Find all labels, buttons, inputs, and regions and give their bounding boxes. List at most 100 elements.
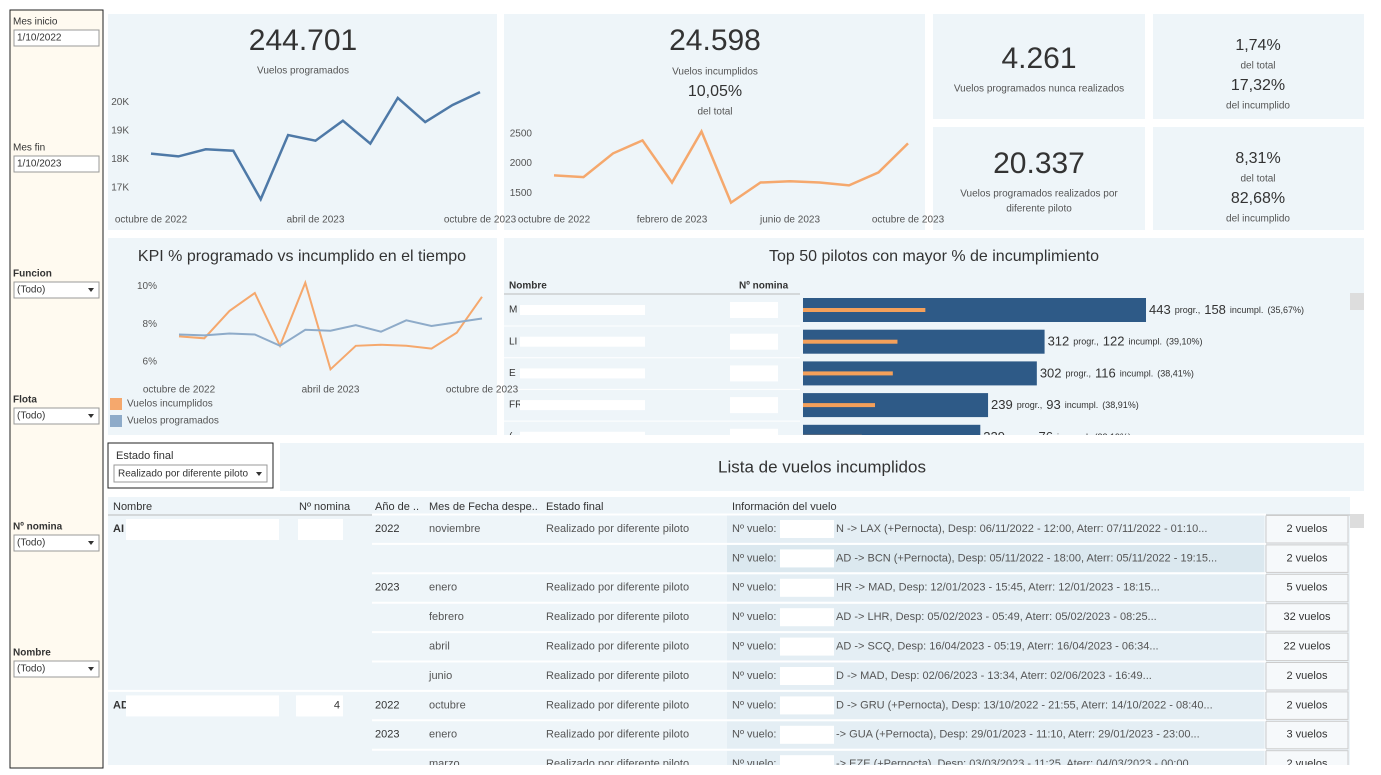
bar xyxy=(803,424,981,435)
x-tick-label: abril de 2023 xyxy=(302,385,360,396)
scrollbar xyxy=(1350,293,1364,310)
value-label-part: incumpl. xyxy=(1065,400,1099,410)
y-tick-label: 1500 xyxy=(510,188,533,199)
estado: Realizado por diferente piloto xyxy=(546,699,689,711)
filter-label: Nº nomina xyxy=(13,522,63,533)
month: abril xyxy=(429,641,450,653)
redaction xyxy=(780,578,834,597)
value-label-part: incumpl. xyxy=(1128,337,1162,347)
pilot-name: FRA xyxy=(509,400,529,411)
value-label: 443 progr., 158 incumpl. (35,67%) xyxy=(1149,302,1304,317)
redaction xyxy=(520,400,645,411)
redaction xyxy=(520,336,645,347)
pilot-name: LI xyxy=(509,336,517,347)
table-title: Lista de vuelos incumplidos xyxy=(718,457,926,476)
date-input[interactable] xyxy=(13,29,100,47)
kpi-pct: 10,05% xyxy=(688,83,742,100)
panel xyxy=(933,14,1145,119)
value-label: 312 progr., 122 incumpl. (39,10%) xyxy=(1048,334,1203,349)
month: noviembre xyxy=(429,523,480,535)
info-prefix: Nº vuelo: xyxy=(732,670,776,682)
count-cell xyxy=(1265,691,1349,720)
value-label-part: progr., xyxy=(1009,432,1035,442)
estado: Realizado por diferente piloto xyxy=(546,611,689,623)
flight-count: 3 vuelos xyxy=(1287,729,1328,741)
year: 2023 xyxy=(375,729,399,741)
value-label-part: 116 xyxy=(1095,366,1116,381)
info-cell xyxy=(727,750,1264,765)
filter-value: (Todo) xyxy=(17,411,45,422)
flight-count: 32 vuelos xyxy=(1283,611,1331,623)
value-label-part: progr., xyxy=(1066,369,1092,379)
x-tick-label: junio de 2023 xyxy=(759,215,820,226)
dropdown[interactable] xyxy=(13,660,100,678)
column-header: Nº nomina xyxy=(739,281,789,292)
kpi-label: Vuelos programados realizados por xyxy=(960,189,1118,200)
value-label-part: 239 xyxy=(991,398,1013,413)
legend-swatch xyxy=(110,398,122,410)
dropdown[interactable] xyxy=(113,464,268,483)
x-tick-label: octubre de 2022 xyxy=(115,215,188,226)
value-label-part: 158 xyxy=(1204,302,1226,317)
redaction xyxy=(780,637,834,656)
redaction xyxy=(780,520,834,538)
line-series xyxy=(178,279,483,372)
redaction xyxy=(780,549,834,568)
column-header: Mes de Fecha despe.. xyxy=(429,501,538,513)
dropdown[interactable] xyxy=(13,281,100,299)
filter-value: (Todo) xyxy=(17,285,45,296)
kpi-pct: 17,32% xyxy=(1231,77,1285,94)
dropdown-arrow xyxy=(88,288,94,292)
dropdown[interactable] xyxy=(13,407,100,425)
y-tick-label: 18K xyxy=(111,154,129,165)
filter-label: Funcion xyxy=(13,269,52,280)
flight-count: 2 vuelos xyxy=(1287,758,1328,770)
date-input[interactable] xyxy=(13,155,100,173)
info-prefix: Nº vuelo: xyxy=(732,611,776,623)
redaction xyxy=(730,365,778,382)
x-tick-label: octubre de 2023 xyxy=(446,385,519,396)
line-series xyxy=(553,128,909,205)
kpi-value: 244.701 xyxy=(249,24,357,57)
y-tick-label: 10% xyxy=(137,281,157,292)
kpi-label: del incumplido xyxy=(1226,101,1290,112)
kpi-label: Vuelos programados nunca realizados xyxy=(954,84,1124,95)
kpi-label: del incumplido xyxy=(1226,214,1290,225)
sidebar xyxy=(9,9,104,769)
dropdown[interactable] xyxy=(13,534,100,552)
value-label-part: (33,19%) xyxy=(1095,432,1132,442)
value-label-part: 312 xyxy=(1048,334,1070,349)
kpi-value: 20.337 xyxy=(993,147,1085,180)
year: 2022 xyxy=(375,523,399,535)
bar xyxy=(803,434,862,435)
flight-info: D -> MAD, Desp: 02/06/2023 - 13:34, Ater… xyxy=(836,670,1152,682)
value-label-part: (39,10%) xyxy=(1166,337,1203,347)
column-header: Información del vuelo xyxy=(732,501,837,513)
count-cell xyxy=(1265,573,1349,603)
redaction xyxy=(296,695,332,717)
filter-label: Mes inicio xyxy=(13,17,58,28)
chart-title: Top 50 pilotos con mayor % de incumplimi… xyxy=(769,248,1099,265)
dropdown-arrow xyxy=(88,667,94,671)
flight-count: 2 vuelos xyxy=(1287,552,1328,564)
redaction xyxy=(126,519,279,540)
x-tick-label: octubre de 2022 xyxy=(143,385,216,396)
kpi-pct: 1,74% xyxy=(1235,37,1280,54)
flight-info: AD -> LHR, Desp: 05/02/2023 - 05:49, Ate… xyxy=(836,611,1157,623)
estado: Realizado por diferente piloto xyxy=(546,758,689,770)
redaction xyxy=(730,397,778,414)
panel xyxy=(1153,14,1364,119)
value-label-part: 302 xyxy=(1040,366,1062,381)
value-label-part: 229 xyxy=(983,429,1005,444)
estado: Realizado por diferente piloto xyxy=(546,729,689,741)
filter-value: (Todo) xyxy=(17,538,45,549)
redaction xyxy=(730,428,778,435)
line-series xyxy=(150,90,481,203)
scrollbar xyxy=(1350,514,1364,528)
kpi-label: del total xyxy=(697,107,732,118)
flight-info: -> GUA (+Pernocta), Desp: 29/01/2023 - 1… xyxy=(836,729,1200,741)
panel xyxy=(108,14,497,230)
count-cell xyxy=(1265,720,1349,750)
panel xyxy=(280,443,1364,491)
estado: Realizado por diferente piloto xyxy=(546,670,689,682)
